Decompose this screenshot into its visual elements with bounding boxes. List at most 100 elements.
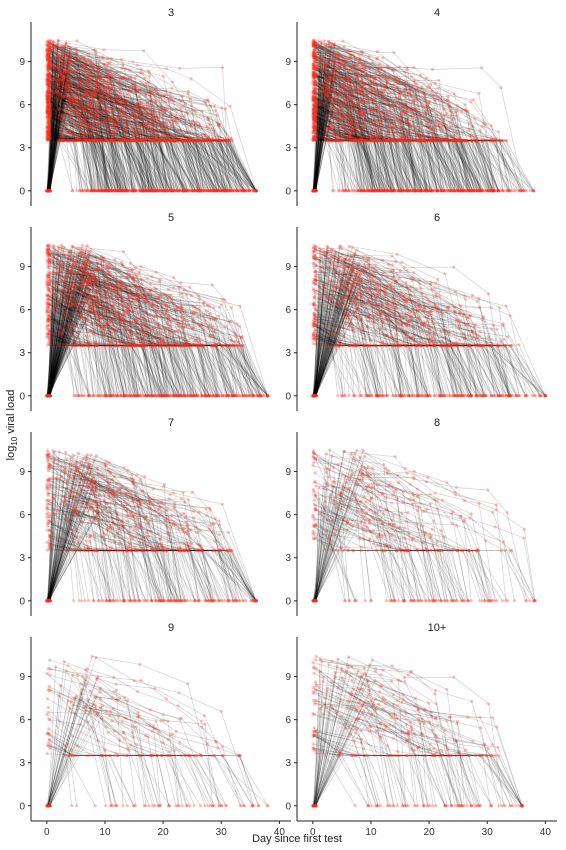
data-point [143, 94, 148, 98]
data-point [81, 120, 85, 124]
data-point [71, 77, 75, 81]
trace-line [50, 95, 168, 191]
data-point [70, 189, 75, 193]
data-point [351, 132, 355, 136]
trace-line [46, 58, 96, 191]
data-point [164, 100, 168, 104]
data-point [145, 106, 149, 110]
data-point [127, 103, 131, 107]
trace-line [46, 50, 241, 191]
trace-line [47, 101, 186, 191]
data-point [96, 134, 100, 138]
data-point [102, 95, 106, 99]
data-point [101, 84, 106, 88]
data-point [161, 130, 165, 134]
data-point [116, 117, 121, 121]
trace-line [47, 113, 147, 191]
data-point [169, 113, 173, 117]
data-point [463, 103, 467, 107]
data-point [105, 121, 109, 126]
data-point [328, 128, 332, 132]
trace-line [47, 59, 144, 191]
data-point [118, 89, 123, 93]
data-point [153, 87, 157, 91]
trace-line [49, 66, 155, 191]
trace-line [47, 113, 145, 191]
data-point [56, 85, 60, 89]
data-point [66, 130, 70, 134]
data-point [378, 63, 382, 67]
data-point [69, 87, 73, 92]
data-point [361, 75, 365, 79]
data-point [48, 38, 52, 42]
data-point [46, 109, 50, 113]
data-point [116, 121, 121, 125]
data-point [222, 189, 226, 193]
data-point [115, 101, 119, 106]
data-point [138, 116, 142, 120]
data-point [89, 110, 93, 114]
trace-line [49, 115, 144, 191]
data-point [61, 71, 65, 76]
trace-line [49, 91, 134, 191]
data-point [51, 92, 56, 96]
data-point [122, 189, 126, 193]
data-point [156, 123, 160, 127]
data-point [214, 109, 218, 113]
data-point [78, 130, 82, 134]
trace-line [47, 72, 244, 191]
trace-line [49, 134, 94, 191]
data-point [60, 48, 65, 52]
data-point [175, 116, 179, 120]
data-point [188, 124, 192, 128]
trace-line [48, 86, 153, 191]
data-point [201, 139, 205, 143]
data-point [133, 90, 137, 95]
trace-line [49, 107, 163, 191]
data-point [404, 118, 408, 123]
data-point [425, 117, 429, 121]
data-point [71, 96, 75, 100]
data-point [334, 122, 338, 127]
data-point [139, 68, 143, 72]
data-point [64, 88, 68, 92]
data-point [219, 189, 223, 193]
data-point [77, 65, 81, 69]
data-point [193, 127, 198, 131]
trace-line [48, 68, 220, 191]
trace-line [48, 113, 224, 191]
data-point [212, 129, 216, 133]
data-point [98, 113, 102, 117]
trace-line [47, 76, 104, 191]
data-point [381, 56, 385, 60]
data-point [209, 104, 213, 108]
data-point [455, 113, 459, 117]
data-point [62, 77, 66, 81]
data-point [84, 93, 88, 97]
data-point [61, 118, 65, 122]
data-point [102, 92, 106, 96]
data-point [58, 46, 62, 50]
trace-line [48, 87, 201, 191]
data-point [71, 108, 75, 112]
data-point [81, 132, 85, 136]
data-point [71, 132, 75, 136]
data-point [88, 58, 92, 62]
data-point [200, 109, 204, 113]
data-point [169, 91, 173, 95]
data-point [318, 58, 322, 62]
data-point [121, 76, 125, 80]
data-point [117, 81, 121, 85]
data-point [141, 123, 145, 127]
data-point [66, 139, 70, 143]
trace-line [48, 99, 154, 191]
trace-line [47, 54, 119, 191]
data-point [68, 58, 72, 62]
trace-line [49, 60, 141, 191]
data-point [149, 117, 153, 121]
trace-line [49, 48, 232, 191]
trace-line [47, 79, 215, 191]
data-point [150, 127, 154, 131]
data-point [97, 76, 101, 80]
